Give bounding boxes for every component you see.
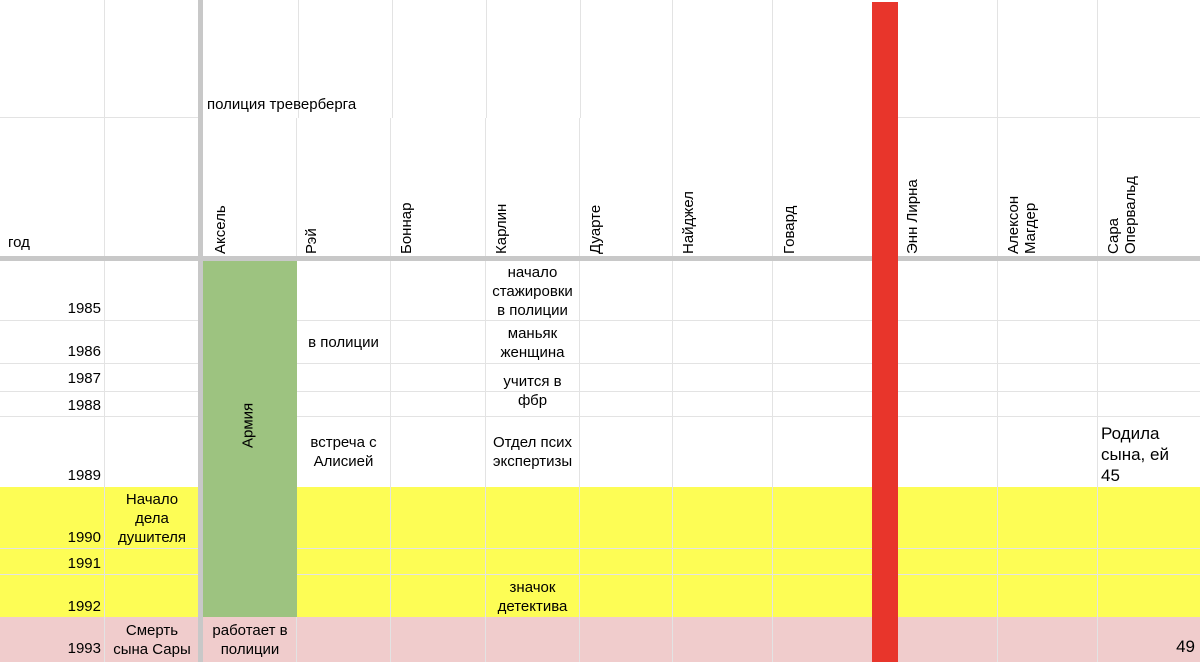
column-header-axel[interactable]: Аксель <box>212 205 229 254</box>
army-label: Армия <box>239 402 257 448</box>
year-cell[interactable]: 1992 <box>67 598 101 615</box>
army-cell[interactable] <box>203 261 297 617</box>
axel-cell-1993[interactable]: работает в полиции <box>212 622 288 658</box>
karlin-cell-1989[interactable]: Отдел псих экспертизы <box>492 434 573 470</box>
column-header-ray[interactable]: Рэй <box>303 228 320 254</box>
year-cell[interactable]: 1987 <box>67 370 101 387</box>
column-header-bonnar[interactable]: Боннар <box>398 202 415 254</box>
karlin-cell-1986[interactable]: маньяк женщина <box>500 325 565 361</box>
year-cell[interactable]: 1993 <box>67 640 101 657</box>
column-header-duarte[interactable]: Дуарте <box>587 204 604 254</box>
column-header-sara-operwald[interactable]: Сара Опервальд <box>1105 176 1139 254</box>
group-header: полиция треверберга <box>207 96 357 113</box>
ray-cell-1989[interactable]: встреча с Алисией <box>310 434 377 470</box>
sara-cell-1993[interactable]: 49 <box>1176 637 1195 656</box>
column-header-nigel[interactable]: Найджел <box>680 191 697 254</box>
year-cell[interactable]: 1989 <box>67 467 101 484</box>
event-cell-1993[interactable]: Смерть сына Сары <box>113 622 191 658</box>
karlin-cell-1992[interactable]: значок детектива <box>497 579 568 615</box>
year-cell[interactable]: 1986 <box>67 343 101 360</box>
frozen-row-separator <box>0 256 1200 261</box>
karlin-cell-1988[interactable]: учится в фбр <box>503 373 562 409</box>
year-cell[interactable]: 1991 <box>67 555 101 572</box>
year-header: год <box>8 234 30 251</box>
ray-cell-1986[interactable]: в полиции <box>308 334 379 351</box>
frozen-column-separator <box>198 0 203 662</box>
year-cell[interactable]: 1988 <box>67 397 101 414</box>
sara-cell-1989[interactable]: Родила сына, ей 45 <box>1101 424 1169 485</box>
red-divider-column <box>872 2 898 662</box>
column-header-ann-lirna[interactable]: Энн Лирна <box>904 179 921 254</box>
karlin-cell-1985[interactable]: начало стажировки в полиции <box>492 264 573 319</box>
column-header-howard[interactable]: Говард <box>781 205 798 254</box>
column-header-karlin[interactable]: Карлин <box>493 203 510 254</box>
event-cell-1990[interactable]: Начало дела душителя <box>117 491 187 546</box>
column-header-alekson-magder[interactable]: Алексон Магдер <box>1005 195 1039 254</box>
year-cell[interactable]: 1985 <box>67 300 101 317</box>
year-cell[interactable]: 1990 <box>67 529 101 546</box>
